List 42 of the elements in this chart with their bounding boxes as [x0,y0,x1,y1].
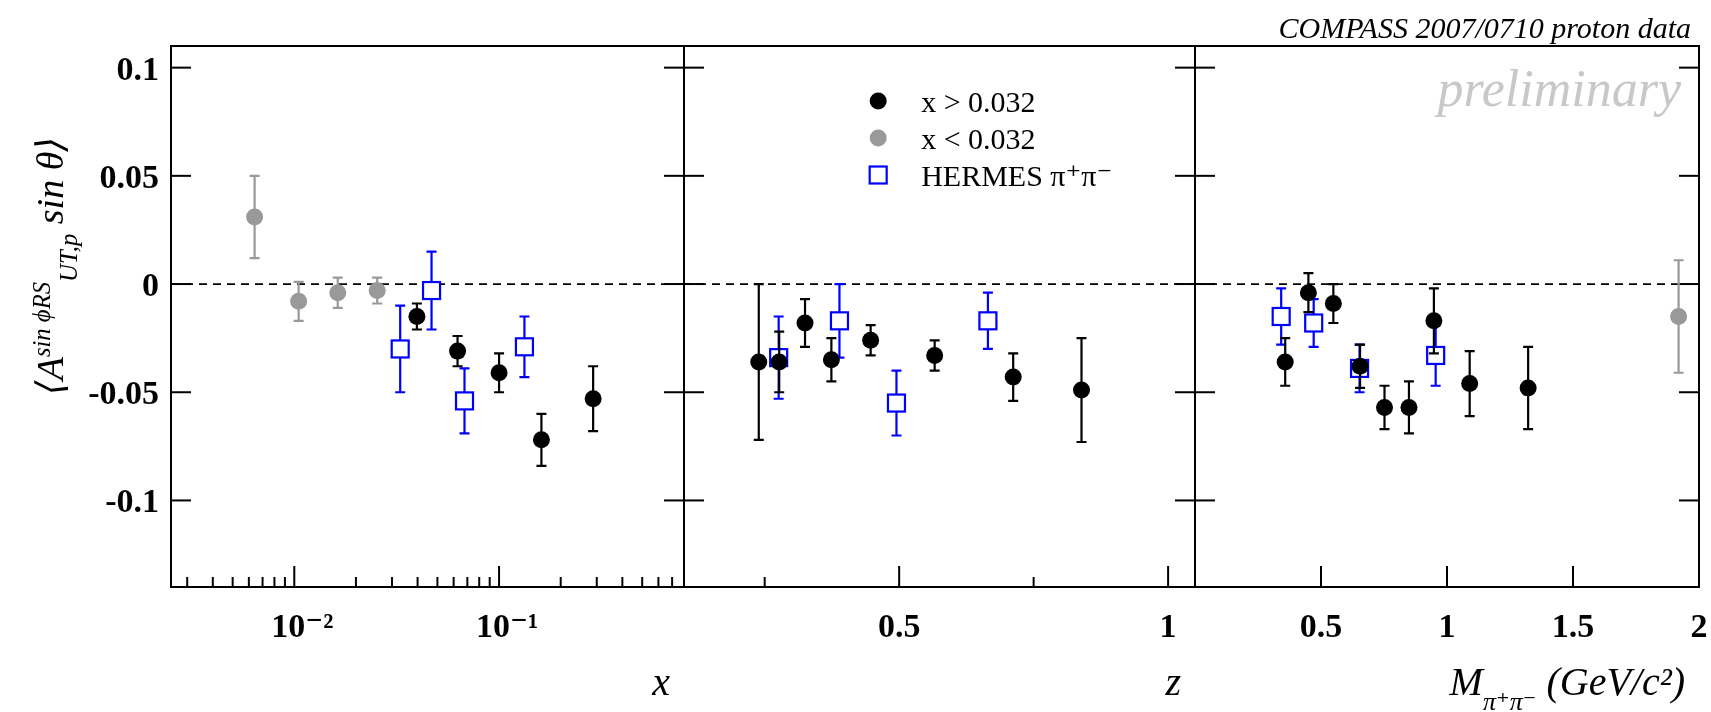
point [1376,398,1393,416]
y-tick-label: -0.05 [88,374,159,412]
y-tick-label: 0.1 [116,49,159,87]
y-tick-label: -0.1 [105,482,159,520]
x-tick-label: 1 [1159,607,1177,644]
x-tick-label: 0.5 [877,607,921,644]
x-axis-title: x [651,659,671,704]
x-tick-label: 0.5 [1299,607,1343,644]
point [770,353,788,371]
point [978,311,998,331]
point [1461,375,1479,393]
point [1670,308,1688,325]
y-tick-label: 0.05 [99,157,159,195]
y-tick-label: 0 [142,265,159,303]
x-tick-label: 1 [1438,607,1456,644]
point [1324,295,1342,313]
point [796,314,814,332]
point [829,311,850,331]
point [862,331,880,349]
x-axis-title: z [1164,659,1182,704]
point [1299,284,1317,302]
point [1004,368,1022,386]
x-tick-label: 10⁻¹ [476,607,539,644]
x-axis-title: M$_{π⁺π⁻}$ (GeV/c²) [1448,659,1685,712]
point [1271,306,1291,327]
chart-title: COMPASS 2007/0710 proton data [1278,11,1691,44]
point [1519,379,1537,397]
legend-label: x < 0.032 [921,121,1036,155]
point [1073,381,1090,399]
point [822,351,840,369]
point [1276,353,1294,371]
x-tick-label: 2 [1690,607,1708,644]
point [750,353,768,371]
x-tick-label: 1.5 [1551,607,1595,644]
legend-label: HERMES π⁺π⁻ [921,158,1113,192]
point [926,346,944,364]
point [886,393,907,413]
point [1400,398,1418,416]
legend-label: x > 0.032 [921,84,1036,118]
point [1304,313,1324,333]
point [1425,312,1443,330]
x-tick-label: 10⁻² [271,607,334,644]
